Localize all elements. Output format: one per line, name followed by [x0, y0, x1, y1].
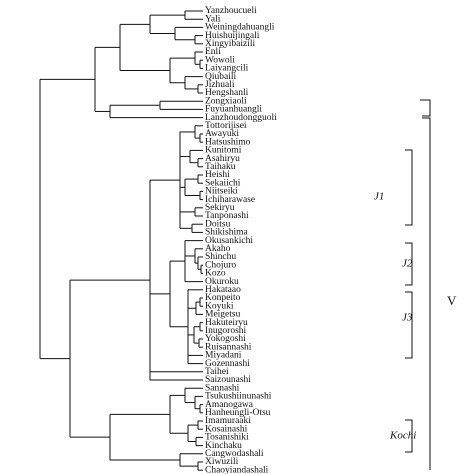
- leaf-label: Koyuki: [205, 301, 234, 311]
- leaf-label: Hengshanli: [205, 88, 249, 98]
- leaf-label: Shinchu: [205, 252, 236, 262]
- leaf-label: Qiubaili: [205, 72, 236, 82]
- leaf-label: Hakataao: [205, 285, 241, 295]
- bracket-top: [420, 99, 431, 117]
- leaf-label: Xiwuzili: [205, 457, 239, 467]
- leaf-label: Chojuro: [205, 260, 236, 270]
- clade-label: J2: [402, 258, 413, 270]
- leaf-label: Laiyangcili: [205, 64, 249, 74]
- leaf-label: Akaho: [205, 244, 231, 254]
- leaf-label: Doitsu: [205, 219, 231, 229]
- leaf-label: Fuyuanhuangli: [205, 105, 262, 115]
- leaf-label: Saizounashi: [205, 375, 251, 385]
- leaf-label: Imamuraaki: [205, 416, 251, 426]
- leaf-label: Kinchaku: [205, 441, 242, 451]
- leaf-label: Huishuijingali: [205, 31, 260, 41]
- leaf-label: Ichiharawase: [205, 195, 255, 205]
- leaf-label: Tosanishiki: [205, 433, 249, 443]
- leaf-label: Hanheungli-Otsu: [205, 408, 271, 418]
- bracket-j1: [405, 149, 413, 226]
- leaf-label: Jizhuali: [205, 80, 235, 90]
- leaf-label: Weiningdahuangli: [205, 23, 275, 33]
- leaf-label: Sekaiichi: [205, 178, 241, 188]
- leaf-label: Zongxiaoli: [205, 96, 247, 106]
- leaf-label: Taihaku: [205, 162, 236, 172]
- leaf-label: Xingyibaizili: [205, 39, 255, 49]
- leaf-label: Inugoroshi: [205, 326, 247, 336]
- leaf-label: Taihei: [205, 367, 229, 377]
- bracket-j3: [405, 291, 413, 359]
- leaf-label: Hatsushimo: [205, 137, 251, 147]
- leaf-label: Tanponashi: [205, 211, 249, 221]
- leaf-label: Hakuteiryu: [205, 318, 248, 328]
- bracket-j2: [405, 242, 413, 286]
- clade-label: Kochi: [389, 430, 416, 442]
- leaf-label: Sannashi: [205, 383, 240, 393]
- leaf-label: Cangwodashali: [205, 449, 264, 459]
- leaf-label: Konpeito: [205, 293, 241, 303]
- leaf-label: Sekiryu: [205, 203, 235, 213]
- leaf-label: Chaoyiandashali: [205, 465, 269, 474]
- leaf-label: Amanogawa: [205, 400, 254, 410]
- leaf-label: Yokogoshi: [205, 334, 246, 344]
- leaf-label: Tsukushiinunashi: [205, 392, 272, 402]
- leaf-label: Yali: [205, 14, 221, 24]
- leaf-label: Wowoli: [205, 55, 235, 65]
- leaf-label: Kozo: [205, 269, 226, 279]
- leaf-label: Yanzhoucueli: [205, 6, 257, 16]
- leaf-label: Miyadani: [205, 351, 242, 361]
- bracket-kochi: [405, 419, 413, 453]
- leaf-label: Okusankichi: [205, 236, 253, 246]
- leaf-label: Kosainashi: [205, 424, 248, 434]
- leaf-label: Gozennashi: [205, 359, 250, 369]
- leaf-label: Shikishima: [205, 228, 249, 238]
- clade-label: J3: [402, 312, 413, 324]
- leaf-label: Awayuki: [205, 129, 239, 139]
- leaf-label: Heishi: [205, 170, 230, 180]
- leaf-label: Tottorijisei: [205, 121, 247, 131]
- leaf-label: Kunitomi: [205, 146, 242, 156]
- bracket-v: [422, 117, 431, 470]
- leaf-label: Okuroku: [205, 277, 239, 287]
- leaf-label: Ruisannashi: [205, 342, 252, 352]
- clade-label: V: [447, 293, 457, 308]
- leaf-label: Enli: [205, 47, 221, 57]
- leaf-label: Lanzhoudongguoli: [205, 113, 277, 123]
- leaf-label: Niitseiki: [205, 187, 238, 197]
- clade-label: J1: [374, 191, 384, 203]
- leaf-label: Asahiryu: [205, 154, 240, 164]
- brackets: [405, 99, 431, 470]
- leaf-label: Meigetsu: [205, 310, 241, 320]
